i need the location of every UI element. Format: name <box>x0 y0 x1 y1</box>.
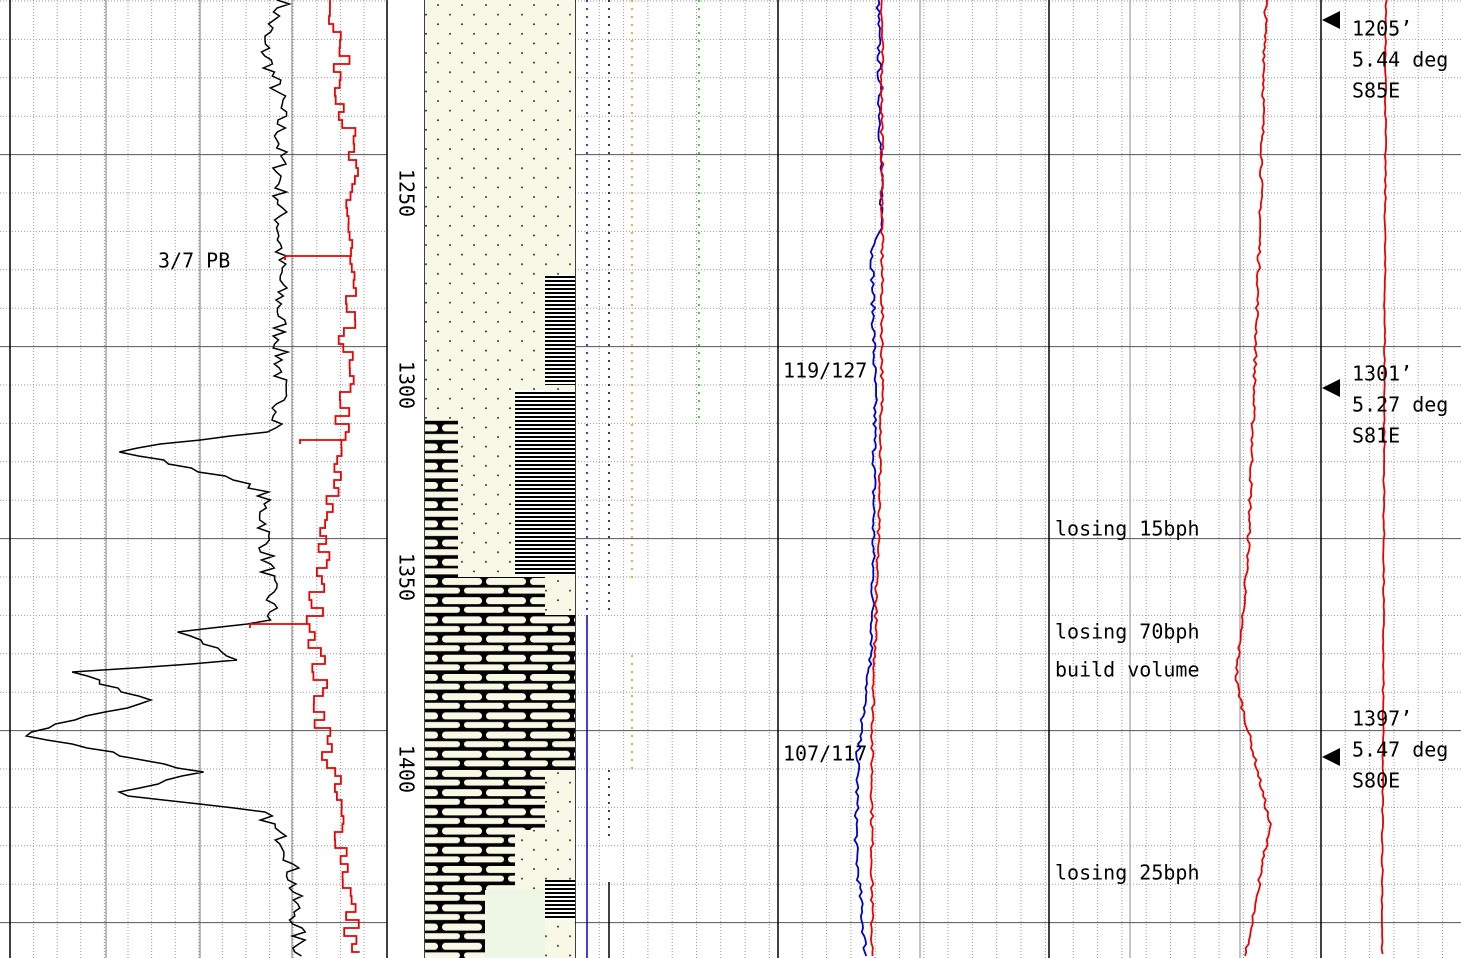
survey-inclination: 5.44 deg <box>1352 48 1448 72</box>
limestone <box>425 577 545 615</box>
annotation: 3/7 PB <box>158 249 230 273</box>
curve <box>1382 0 1387 954</box>
grid <box>0 0 1461 958</box>
survey-depth: 1397’ <box>1352 707 1412 731</box>
remark: build volume <box>1055 658 1200 682</box>
survey-azimuth: S80E <box>1352 769 1400 793</box>
remark: losing 70bph <box>1055 620 1200 644</box>
survey-marker <box>1322 11 1340 29</box>
curves <box>26 0 1386 958</box>
labels: 3/7 PB 119/127 107/117 losing 15bph losi… <box>158 11 1448 885</box>
curve <box>250 0 360 952</box>
survey-inclination: 5.27 deg <box>1352 393 1448 417</box>
survey-depth: 1205’ <box>1352 17 1412 41</box>
survey-marker <box>1322 748 1340 766</box>
curve <box>1236 0 1271 956</box>
survey-marker <box>1322 379 1340 397</box>
remark: losing 25bph <box>1055 861 1200 885</box>
shale <box>545 880 575 920</box>
depth-label: 1300 <box>395 361 419 409</box>
curve <box>26 0 305 956</box>
gas-reading: 119/127 <box>783 359 867 383</box>
remark: losing 15bph <box>1055 517 1200 541</box>
dolomite <box>485 890 545 958</box>
survey-inclination: 5.47 deg <box>1352 738 1448 762</box>
survey-azimuth: S85E <box>1352 79 1400 103</box>
gas-reading: 107/117 <box>783 742 867 766</box>
shale <box>545 275 575 385</box>
depth-label: 1400 <box>395 745 419 793</box>
depth-label: 1250 <box>395 169 419 217</box>
depth-label: 1350 <box>395 553 419 601</box>
well-log: 3/7 PB 119/127 107/117 losing 15bph losi… <box>0 0 1461 958</box>
survey-azimuth: S81E <box>1352 424 1400 448</box>
survey-depth: 1301’ <box>1352 362 1412 386</box>
lithology <box>425 0 575 958</box>
shale <box>515 390 575 575</box>
